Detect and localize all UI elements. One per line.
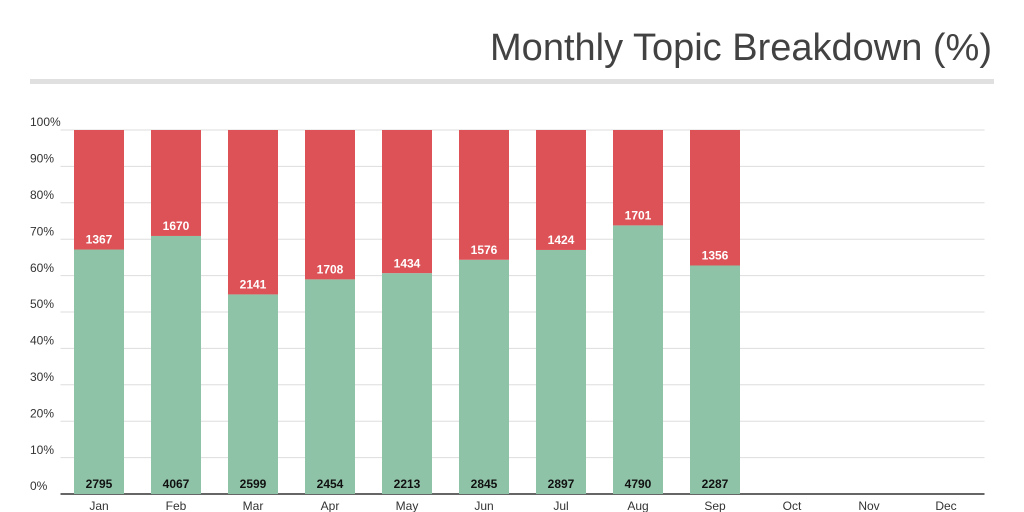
bar-segment xyxy=(228,294,278,494)
x-tick-label: Feb xyxy=(166,499,187,512)
x-tick-label: Jul xyxy=(553,499,568,512)
x-tick-label: Oct xyxy=(783,499,802,512)
x-tick-label: Jan xyxy=(89,499,108,512)
bar-segment xyxy=(459,130,509,260)
bar-segment xyxy=(536,249,586,494)
bar-segment xyxy=(228,130,278,295)
bar-segment xyxy=(382,273,432,494)
data-label: 1708 xyxy=(317,263,344,277)
y-tick-label: 90% xyxy=(30,152,54,166)
data-label: 2141 xyxy=(240,278,267,292)
data-label: 1356 xyxy=(702,249,729,263)
bar-segment xyxy=(536,130,586,250)
y-tick-label: 60% xyxy=(30,261,54,275)
bar-segment xyxy=(151,130,201,236)
bar-segment xyxy=(613,225,663,495)
x-tick-label: Apr xyxy=(321,499,340,512)
data-label: 4067 xyxy=(163,477,190,491)
y-tick-label: 100% xyxy=(30,115,61,129)
x-tick-label: May xyxy=(396,499,419,512)
bar-segment xyxy=(151,235,201,494)
x-tick-label: Mar xyxy=(243,499,264,512)
data-label: 2599 xyxy=(240,477,267,491)
bar-segment xyxy=(74,249,124,494)
x-tick-label: Sep xyxy=(704,499,726,512)
data-label: 4790 xyxy=(625,477,652,491)
y-tick-label: 20% xyxy=(30,406,54,420)
x-tick-label: Aug xyxy=(627,499,648,512)
y-tick-label: 80% xyxy=(30,188,54,202)
bar-segment xyxy=(690,265,740,494)
bar-segment xyxy=(382,130,432,274)
bar-segment xyxy=(305,279,355,494)
data-label: 2845 xyxy=(471,477,498,491)
y-tick-label: 50% xyxy=(30,297,54,311)
x-tick-label: Dec xyxy=(935,499,956,512)
data-label: 2454 xyxy=(317,477,344,491)
bar-segment xyxy=(305,130,355,280)
y-tick-label: 70% xyxy=(30,224,54,238)
y-tick-label: 40% xyxy=(30,334,54,348)
data-label: 1701 xyxy=(625,209,652,223)
x-tick-label: Nov xyxy=(858,499,879,512)
x-tick-label: Jun xyxy=(474,499,493,512)
bar-segment xyxy=(74,130,124,250)
bar-segment xyxy=(459,259,509,494)
data-label: 2795 xyxy=(86,477,113,491)
data-label: 1670 xyxy=(163,219,190,233)
y-tick-label: 10% xyxy=(30,443,54,457)
bar-segment xyxy=(613,130,663,226)
data-label: 1576 xyxy=(471,243,498,257)
data-label: 1367 xyxy=(86,233,113,247)
data-label: 2287 xyxy=(702,477,729,491)
y-tick-label: 0% xyxy=(30,479,48,493)
chart-title: Monthly Topic Breakdown (%) xyxy=(490,27,992,69)
data-label: 2213 xyxy=(394,477,421,491)
data-label: 2897 xyxy=(548,477,575,491)
bar-segment xyxy=(690,130,740,266)
y-tick-label: 30% xyxy=(30,370,54,384)
data-label: 1434 xyxy=(394,256,421,270)
data-label: 1424 xyxy=(548,233,575,247)
title-divider xyxy=(30,79,994,84)
